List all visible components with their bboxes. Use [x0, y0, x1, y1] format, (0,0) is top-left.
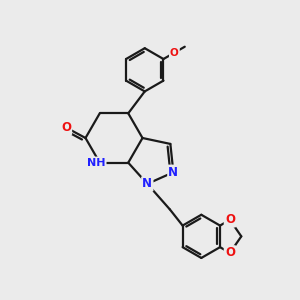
Text: N: N — [142, 177, 152, 190]
Text: O: O — [225, 246, 235, 260]
Text: O: O — [170, 48, 179, 58]
Text: NH: NH — [87, 158, 105, 168]
Text: O: O — [61, 121, 71, 134]
Text: N: N — [168, 166, 178, 179]
Text: O: O — [225, 213, 235, 226]
